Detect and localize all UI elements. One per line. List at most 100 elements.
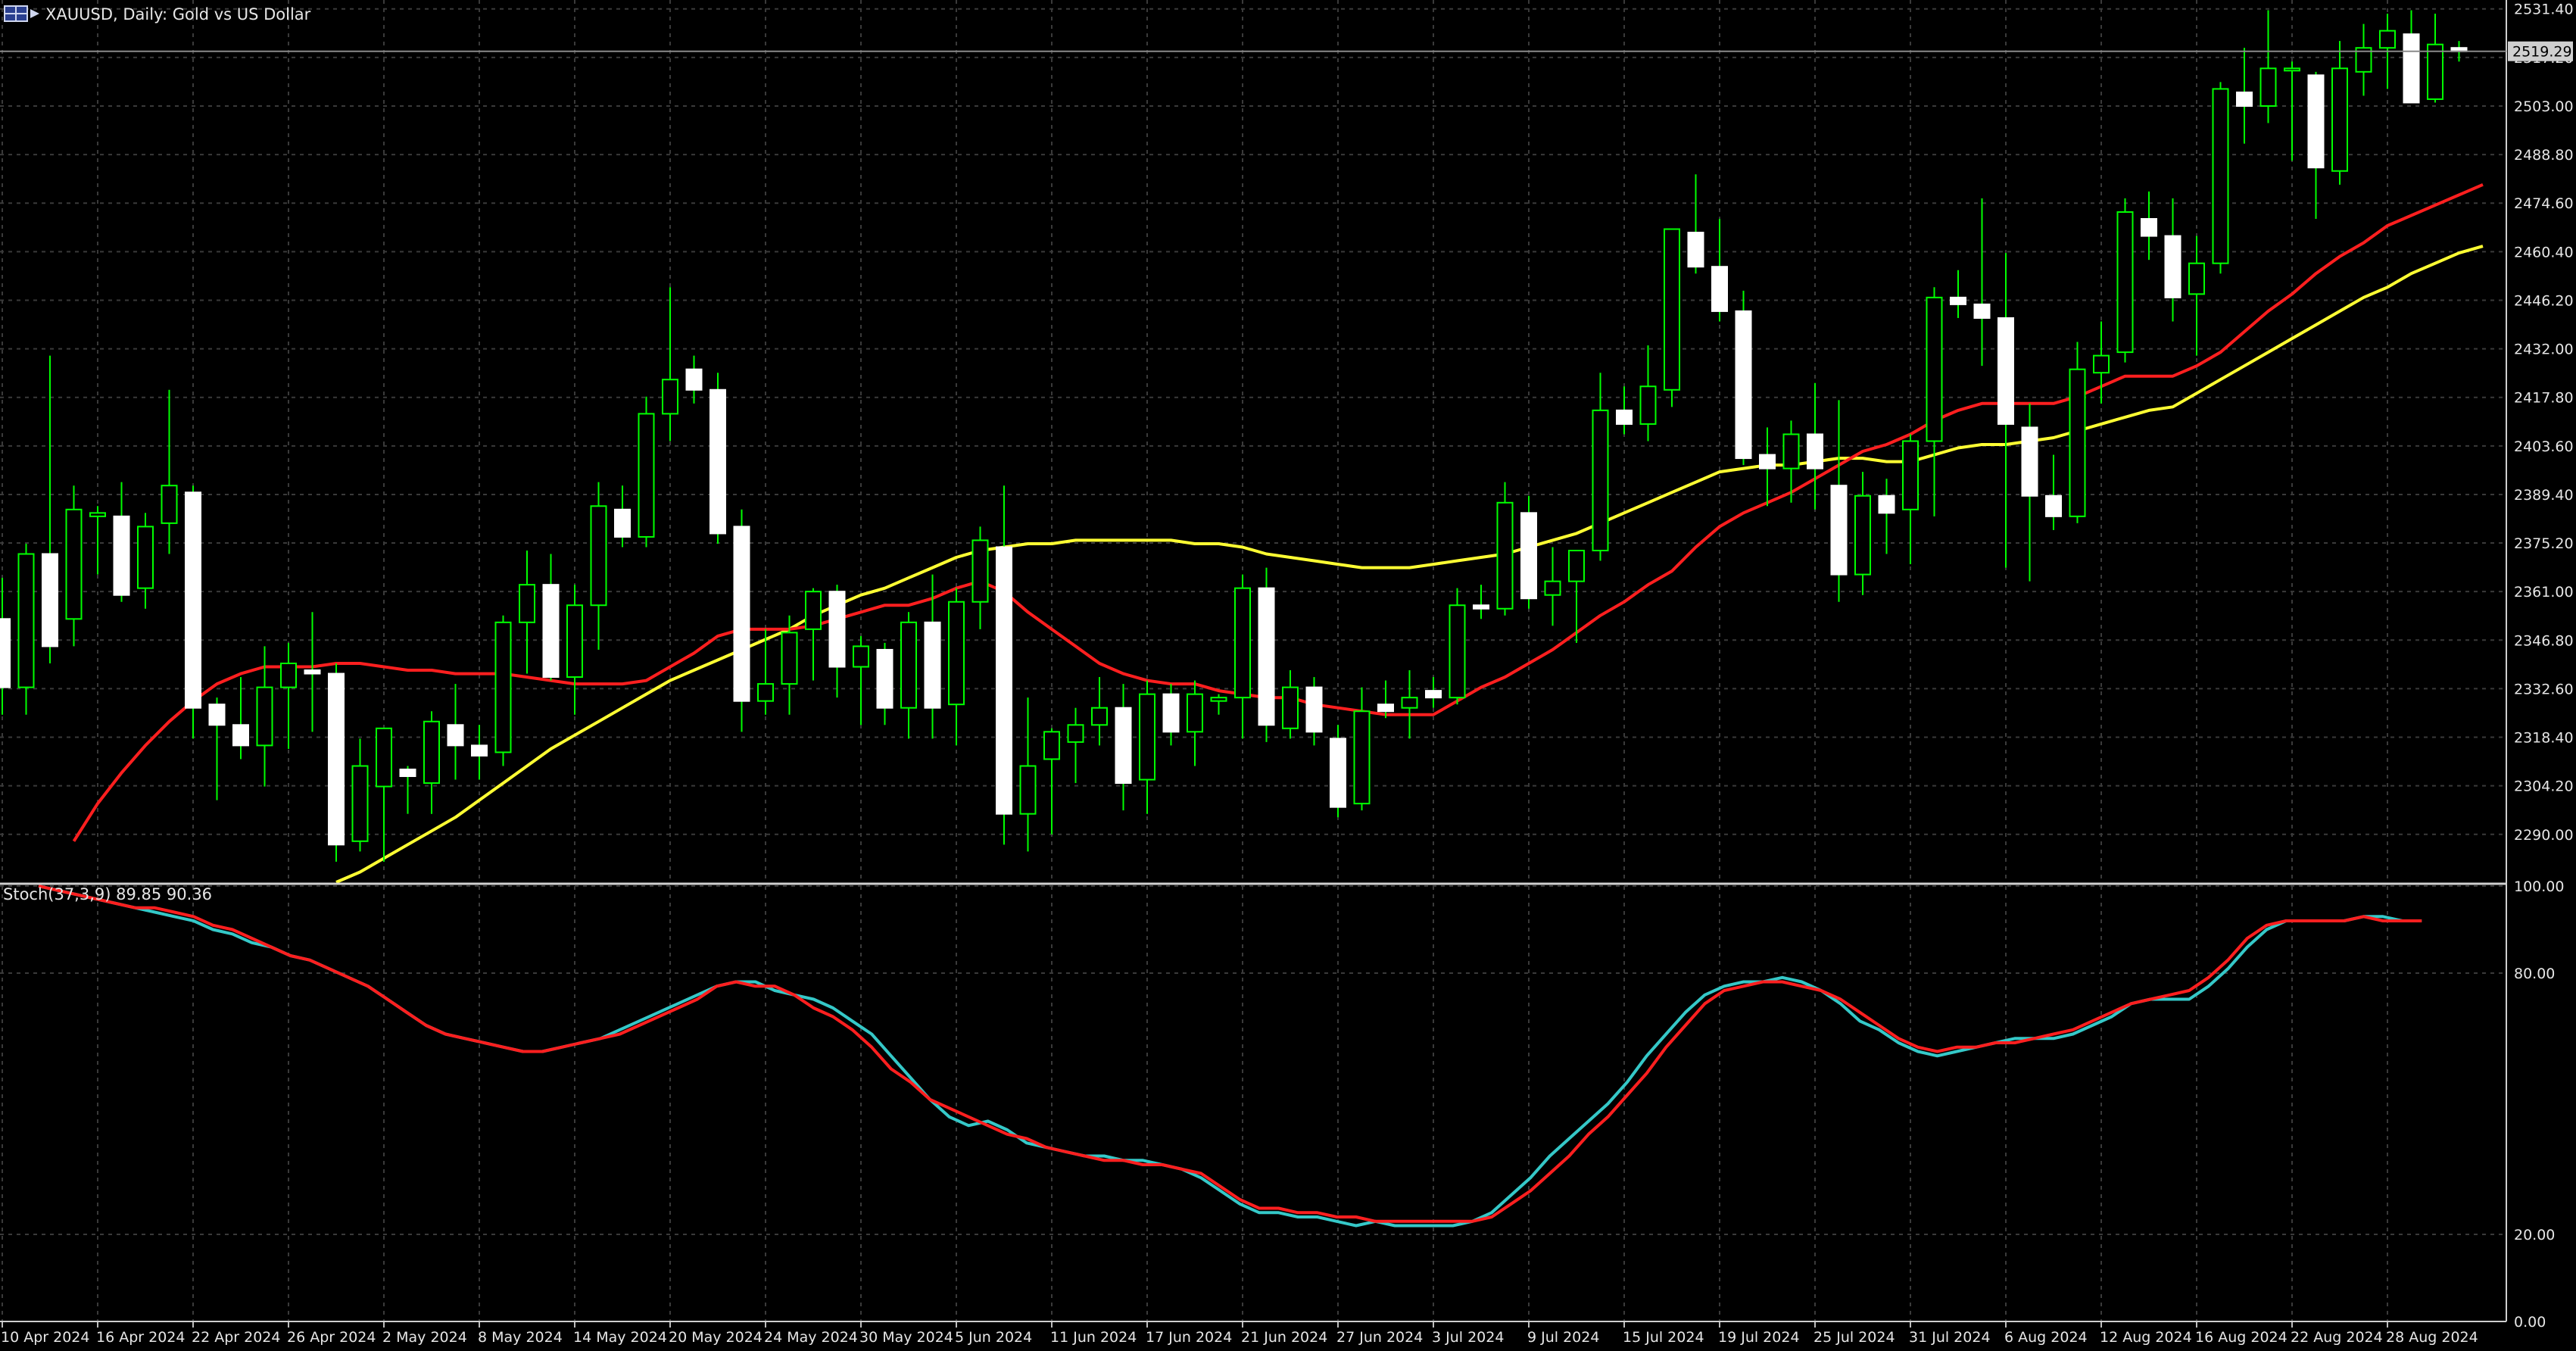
candle [1353,687,1371,811]
bear-candle-body [1330,738,1346,808]
candle [2141,191,2157,261]
bear-candle-body [1162,693,1180,733]
bull-candle-body [1210,697,1227,702]
date-tick-label: 25 Jul 2024 [1813,1329,1895,1346]
price-tick-label: 2346.80 [2514,632,2574,649]
bull-candle-body [65,508,83,620]
candle [542,554,560,681]
candle [2259,10,2277,123]
bull-candle-body [1282,686,1299,729]
candle [1425,677,1442,708]
candle [614,485,631,548]
price-tick-label: 2403.60 [2514,438,2574,455]
symbol-label: XAUUSD [45,5,113,23]
bull-candle-body [423,720,440,785]
bear-candle-body [42,553,58,647]
candle [161,389,178,554]
candle [1520,495,1537,609]
candle [2188,236,2205,356]
candle [208,697,226,800]
date-tick-label: 31 Jul 2024 [1909,1329,1991,1346]
candle [1115,684,1132,811]
bull-candle-body [638,413,655,538]
bull-candle-body [1091,707,1108,726]
candle [1187,680,1203,766]
bear-candle-body [1759,454,1776,470]
date-tick-label: 3 Jul 2024 [1432,1329,1504,1346]
candle [2093,321,2110,404]
date-tick-label: 22 Apr 2024 [192,1329,280,1346]
date-tick-label: 16 Apr 2024 [96,1329,185,1346]
bull-candle-body [1496,501,1514,610]
bear-candle-body [828,591,846,668]
candle [1568,549,1585,643]
bull-candle-body [280,663,297,688]
candle [924,574,941,739]
bull-candle-body [900,621,917,709]
bull-candle-body [1139,693,1155,781]
bear-candle-body [1878,495,1895,514]
price-tick-label: 2531.40 [2514,2,2574,18]
bear-candle-body [2164,235,2181,298]
bull-candle-body [256,686,273,747]
date-tick-label: 19 Jul 2024 [1718,1329,1800,1346]
candle [2355,23,2372,96]
date-tick-label: 2 May 2024 [382,1329,467,1346]
chart-header: XAUUSD, Daily: Gold vs US Dollar [4,5,311,23]
bear-candle-body [2403,33,2420,104]
bull-candle-body [1019,765,1037,815]
price-tick-label: 2446.20 [2514,292,2574,309]
bear-candle-body [447,724,464,747]
date-tick-label: 28 Aug 2024 [2386,1329,2478,1346]
date-tick-label: 21 Jun 2024 [1241,1329,1327,1346]
date-tick-label: 6 Aug 2024 [2004,1329,2088,1346]
candle [1305,677,1323,746]
bear-candle-body [1473,604,1489,610]
candle [1830,400,1848,602]
candle [2284,61,2300,161]
bull-candle-body [137,526,154,589]
date-tick-label: 24 May 2024 [764,1329,858,1346]
bear-candle-body [996,546,1012,815]
candle [1377,680,1394,719]
bull-candle-body [2427,43,2443,100]
candle [900,612,917,739]
bear-candle-body [232,724,249,747]
bull-candle-body [566,604,583,679]
candle [566,585,583,715]
candle [1043,728,1060,835]
candle [1854,472,1871,595]
bear-candle-body [876,648,893,709]
candle [1616,386,1633,435]
price-tick-label: 2432.00 [2514,342,2574,358]
candle [65,485,83,647]
bull-candle-body [2093,354,2110,374]
bull-candle-body [1664,228,1680,391]
bear-candle-body [1973,303,1991,319]
bear-candle-body [2141,217,2157,237]
bull-candle-body [853,645,869,668]
candle [2212,82,2229,274]
candle [996,485,1012,845]
bull-candle-body [2284,67,2300,72]
candle [1449,588,1466,705]
bear-candle-body [399,768,416,778]
candle [1210,694,1227,715]
candle [876,642,893,725]
bear-candle-body [542,584,560,679]
bull-candle-body [1782,433,1800,470]
bear-candle-body [733,526,750,702]
stoch-main-line [38,885,2422,1228]
candle [1639,345,1657,441]
bear-candle-body [2021,426,2038,497]
bear-candle-body [614,508,631,538]
candle [1162,684,1180,746]
bull-candle-body [1067,724,1084,743]
grid [0,0,2506,1322]
bear-candle-body [1616,409,1633,425]
bull-candle-body [2355,47,2372,73]
slow-moving-average-line [335,245,2484,884]
date-tick-label: 17 Jun 2024 [1146,1329,1232,1346]
